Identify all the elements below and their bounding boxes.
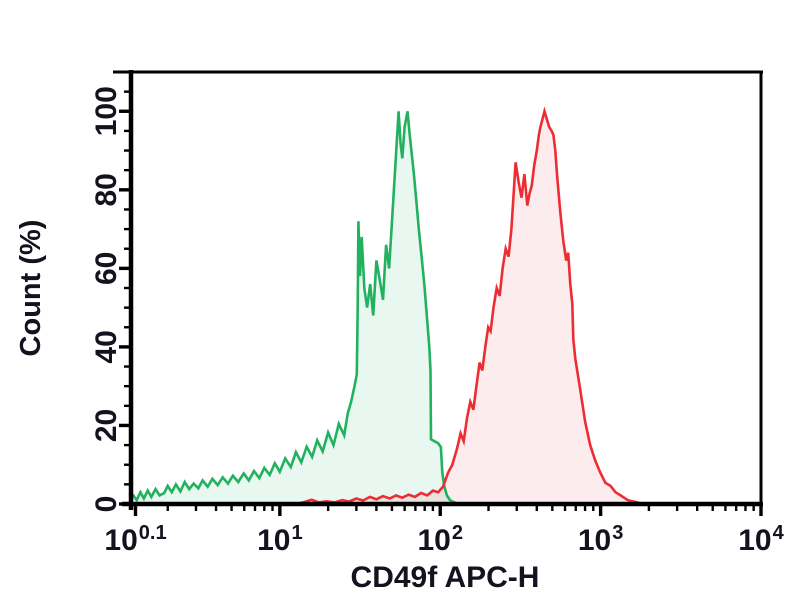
x-tick-label: 100.1	[104, 522, 166, 557]
series-layer	[129, 106, 647, 506]
red-positive-population-curve	[296, 106, 647, 506]
y-tick-label: 20	[90, 409, 123, 442]
x-tick-label: 101	[257, 522, 303, 557]
y-tick-label: 40	[90, 330, 123, 363]
red-positive-population-fill	[298, 111, 646, 505]
x-tick-label: 103	[578, 522, 624, 557]
y-axis-title: Count (%)	[15, 220, 47, 357]
plot-box	[113, 70, 763, 510]
x-axis-title: CD49f APC-H	[351, 561, 540, 594]
axis-ticks	[119, 90, 763, 516]
green-negative-population-curve	[129, 111, 461, 506]
x-tick-label: 104	[738, 522, 784, 557]
y-tick-label: 0	[90, 496, 123, 513]
x-tick-label: 102	[417, 522, 463, 557]
axis-tick-labels: 100.1 101 102 103 104 0 20 40 60 80 100	[90, 86, 785, 557]
y-tick-label: 80	[90, 173, 123, 206]
y-tick-label: 60	[90, 252, 123, 285]
y-tick-label: 100	[90, 86, 123, 136]
green-negative-population-fill	[131, 111, 459, 505]
